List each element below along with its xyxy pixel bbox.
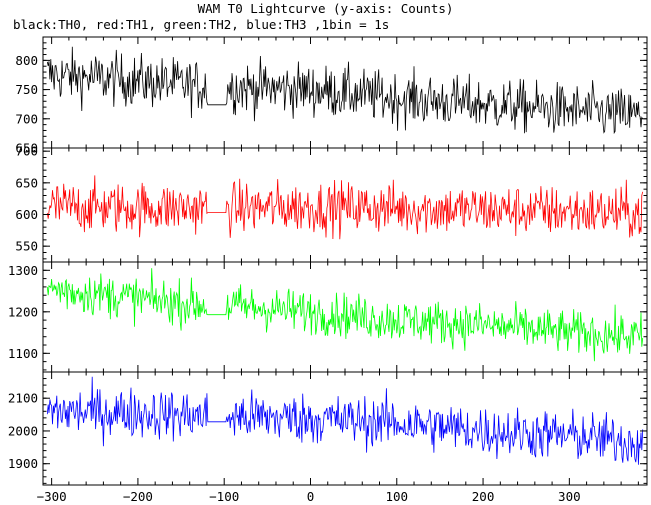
x-tick-label: 200 bbox=[472, 489, 495, 504]
x-tick-label: 300 bbox=[558, 489, 581, 504]
x-tick-label: 100 bbox=[385, 489, 408, 504]
x-tick-label: 0 bbox=[307, 489, 315, 504]
y-tick-label: 1300 bbox=[8, 263, 38, 278]
y-tick-label: 550 bbox=[15, 239, 38, 254]
x-tick-label: −200 bbox=[123, 489, 153, 504]
chart-subtitle: black:TH0, red:TH1, green:TH2, blue:TH3 … bbox=[13, 17, 390, 32]
series-line-th0 bbox=[46, 46, 644, 135]
chart-title: WAM T0 Lightcurve (y-axis: Counts) bbox=[197, 1, 454, 16]
series-line-th2 bbox=[46, 268, 644, 362]
series-line-th3 bbox=[46, 376, 644, 465]
y-tick-label: 700 bbox=[15, 144, 38, 159]
panel-th2: 1100 1200 1300 bbox=[8, 261, 648, 373]
y-tick-label: 650 bbox=[15, 141, 38, 156]
x-tick-label: −100 bbox=[209, 489, 239, 504]
series-line-th1 bbox=[46, 175, 644, 240]
x-tick-label: −300 bbox=[37, 489, 67, 504]
y-tick-label: 700 bbox=[15, 111, 38, 126]
y-tick-label: 1100 bbox=[8, 346, 38, 361]
y-tick-label: 800 bbox=[15, 53, 38, 68]
y-tick-label: 2000 bbox=[8, 423, 38, 438]
panel-th3: 1900 2000 2100 bbox=[8, 371, 648, 486]
y-tick-label: 650 bbox=[15, 175, 38, 190]
y-tick-label: 2100 bbox=[8, 391, 38, 406]
y-tick-label: 750 bbox=[15, 82, 38, 97]
y-tick-label: 600 bbox=[15, 207, 38, 222]
y-tick-label: 1900 bbox=[8, 456, 38, 471]
y-tick-label: 1200 bbox=[8, 304, 38, 319]
